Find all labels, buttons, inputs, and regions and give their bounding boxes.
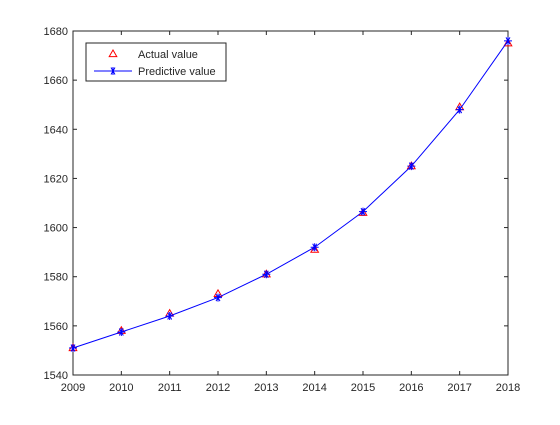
y-tick-label: 1560 [44, 321, 68, 333]
y-tick-label: 1600 [44, 223, 68, 235]
series-predictive-value [69, 36, 512, 352]
data-point-asterisk [407, 162, 416, 171]
asterisk-glyph [109, 67, 117, 75]
x-tick-label: 2012 [206, 382, 230, 394]
data-point-asterisk [310, 243, 319, 252]
data-point-asterisk [455, 105, 464, 114]
legend-marker-triangle [108, 48, 118, 58]
series-line [72, 40, 509, 349]
y-tick-label: 1640 [44, 124, 68, 136]
asterisk-glyph [504, 36, 512, 45]
asterisk-glyph [407, 162, 416, 171]
data-point-triangle [310, 244, 320, 253]
data-point-asterisk [69, 343, 77, 352]
data-point-asterisk [359, 207, 367, 216]
y-tick-label: 1540 [44, 370, 68, 382]
asterisk-glyph [165, 312, 174, 321]
plot-area [72, 30, 509, 376]
x-tick-label: 2018 [496, 382, 520, 394]
legend-symbol [94, 67, 132, 75]
axis-ticks [72, 30, 509, 376]
asterisk-glyph [262, 270, 271, 279]
y-tick-label: 1620 [44, 173, 68, 185]
asterisk-glyph [310, 243, 319, 252]
asterisk-glyph [455, 105, 464, 114]
x-tick-label: 2016 [399, 382, 423, 394]
x-tick-label: 2013 [254, 382, 278, 394]
x-tick-label: 2010 [109, 382, 133, 394]
y-tick-label: 1660 [44, 75, 68, 87]
y-tick-label: 1580 [44, 272, 68, 284]
x-tick-label: 2009 [61, 382, 85, 394]
y-tick-labels: 1540 1560 1580 1600 1620 1640 1660 1680 [44, 26, 68, 382]
legend-label: Predictive value [138, 66, 216, 78]
asterisk-glyph [69, 343, 77, 352]
data-point-asterisk [262, 270, 271, 279]
legend-marker-asterisk [109, 67, 117, 75]
asterisk-glyph [214, 293, 222, 302]
data-point-asterisk [117, 328, 126, 336]
data-point-triangle [503, 38, 513, 47]
legend-box [85, 42, 227, 82]
legend: Actual value Predictive value [85, 42, 227, 82]
x-tick-label: 2011 [158, 382, 182, 394]
asterisk-glyph [117, 328, 126, 336]
data-point-asterisk [214, 293, 222, 302]
asterisk-glyph [359, 207, 367, 216]
legend-label: Actual value [138, 49, 198, 61]
y-tick-label: 1680 [44, 26, 68, 38]
legend-symbol [108, 48, 118, 58]
data-point-asterisk [504, 36, 512, 45]
x-tick-labels: 2009 2010 2011 2012 2013 2014 2015 2016 2017 2018 [61, 382, 520, 394]
x-tick-label: 2014 [302, 382, 326, 394]
x-tick-label: 2017 [447, 382, 471, 394]
series-layer [68, 36, 513, 352]
data-point-asterisk [165, 312, 174, 321]
x-tick-label: 2015 [351, 382, 375, 394]
